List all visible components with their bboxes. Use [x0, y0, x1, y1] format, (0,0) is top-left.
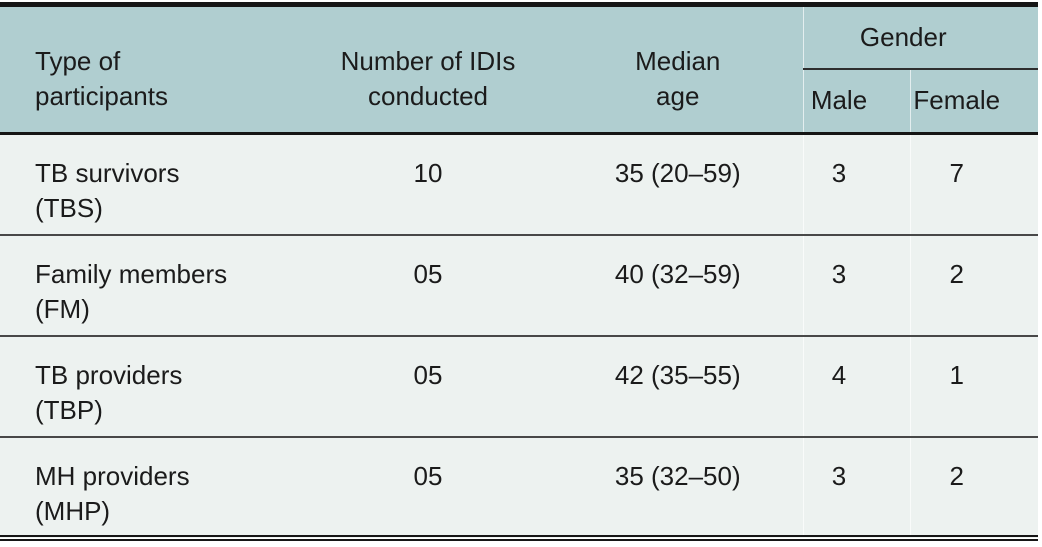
participant-name: TB survivors [35, 158, 180, 188]
header-idis-line2: conducted [368, 81, 488, 111]
participant-name: Family members [35, 258, 228, 289]
table-row-tb-survivors: TB survivors (TBS) 10 35 (20–59) 3 7 [0, 133, 1039, 236]
header-type-line2: participants [35, 81, 168, 111]
cell-idis-count: 05 [303, 335, 553, 438]
table-row-family-members: Family members (FM) 05 40 (32–59) 3 2 [0, 234, 1039, 337]
cell-median-age: 42 (35–55) [553, 335, 803, 438]
header-gender-group: Gender [802, 4, 1039, 70]
header-row-sub: Male Female [0, 68, 1039, 135]
cell-median-age: 35 (32–50) [553, 436, 803, 541]
cell-participant-type: MH providers (MHP) [0, 436, 303, 541]
header-male: Male [802, 68, 910, 135]
cell-male-count: 4 [802, 335, 910, 438]
participant-abbrev: (TBP) [35, 394, 103, 425]
table-row-tb-providers: TB providers (TBP) 05 42 (35–55) 4 1 [0, 335, 1039, 438]
cell-male-count: 3 [802, 436, 910, 541]
cell-female-count: 2 [909, 234, 1039, 337]
participant-name: MH providers [35, 460, 190, 491]
header-age-line1: Median [635, 46, 721, 76]
table-header: Type of participants Number of IDIs cond… [0, 4, 1039, 135]
cell-participant-type: TB providers (TBP) [0, 335, 303, 438]
cell-female-count: 7 [909, 133, 1039, 236]
cell-female-count: 2 [909, 436, 1039, 541]
participant-name: TB providers [35, 359, 183, 390]
header-idis-line1: Number of IDIs [340, 46, 516, 76]
cell-idis-count: 05 [303, 234, 553, 337]
header-row-top: Type of participants Number of IDIs cond… [0, 4, 1039, 135]
cell-median-age: 40 (32–59) [553, 234, 803, 337]
participant-abbrev: (TBS) [35, 193, 103, 223]
cell-female-count: 1 [909, 335, 1039, 438]
header-number-of-idis: Number of IDIs conducted [303, 4, 553, 135]
cell-idis-count: 10 [303, 133, 553, 236]
header-type-line1: Type of [35, 46, 121, 76]
cell-male-count: 3 [802, 133, 910, 236]
table-body: TB survivors (TBS) 10 35 (20–59) 3 7 Fam… [0, 133, 1039, 541]
participant-abbrev: (MHP) [35, 495, 111, 526]
cell-participant-type: TB survivors (TBS) [0, 133, 303, 236]
table-row-mh-providers: MH providers (MHP) 05 35 (32–50) 3 2 [0, 436, 1039, 541]
header-type-of-participants: Type of participants [0, 4, 303, 135]
cell-median-age: 35 (20–59) [553, 133, 803, 236]
cell-idis-count: 05 [303, 436, 553, 541]
cell-participant-type: Family members (FM) [0, 234, 303, 337]
header-median-age: Median age [553, 4, 803, 135]
header-female: Female [909, 68, 1039, 135]
header-age-line2: age [656, 81, 700, 111]
participant-abbrev: (FM) [35, 293, 90, 324]
cell-male-count: 3 [802, 234, 910, 337]
